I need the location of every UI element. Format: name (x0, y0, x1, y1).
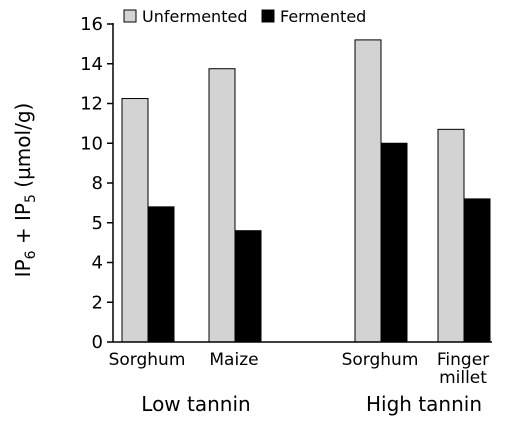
y-tick-label: 10 (80, 133, 103, 154)
y-tick-label: 14 (80, 54, 103, 75)
y-tick-label: 2 (92, 292, 103, 313)
legend-label: Unfermented (142, 7, 247, 26)
group-label: Low tannin (141, 392, 250, 416)
y-label-sub1: 6 (23, 250, 39, 259)
bar-unfermented (354, 39, 382, 343)
category-label: Maize (209, 350, 258, 370)
y-tick-label: 5 (92, 213, 103, 234)
category-label: millet (439, 368, 487, 388)
y-label-unit: (µmol/g) (11, 103, 35, 194)
legend-swatch (123, 9, 137, 23)
bar-fermented (234, 230, 262, 343)
legend-label: Fermented (280, 7, 366, 26)
bars (121, 39, 491, 343)
y-tick-label: 12 (80, 94, 103, 115)
y-tick-label: 0 (92, 332, 103, 353)
category-label: Sorghum (342, 350, 419, 370)
y-tick-label: 16 (80, 14, 103, 35)
bar-unfermented (437, 128, 465, 343)
category-label: Sorghum (109, 350, 186, 370)
y-axis: 0 2 4 5 8 10 12 14 16 (80, 14, 114, 353)
y-tick-label: 8 (92, 173, 103, 194)
bar-fermented (380, 142, 408, 343)
y-axis-label: IP6 + IP5 (µmol/g) (11, 103, 39, 278)
y-label-main: IP (11, 259, 35, 277)
legend-swatch (261, 9, 275, 23)
bar-fermented (147, 206, 175, 343)
group-label: High tannin (366, 392, 482, 416)
y-tick-label: 4 (92, 253, 103, 274)
legend: Unfermented Fermented (123, 7, 366, 26)
bar-unfermented (208, 68, 236, 343)
category-label: Finger (437, 350, 489, 370)
bar-fermented (463, 198, 491, 343)
y-label-sub2: 5 (23, 194, 39, 203)
bar-unfermented (121, 98, 149, 343)
y-label-mid: + IP (11, 203, 35, 250)
